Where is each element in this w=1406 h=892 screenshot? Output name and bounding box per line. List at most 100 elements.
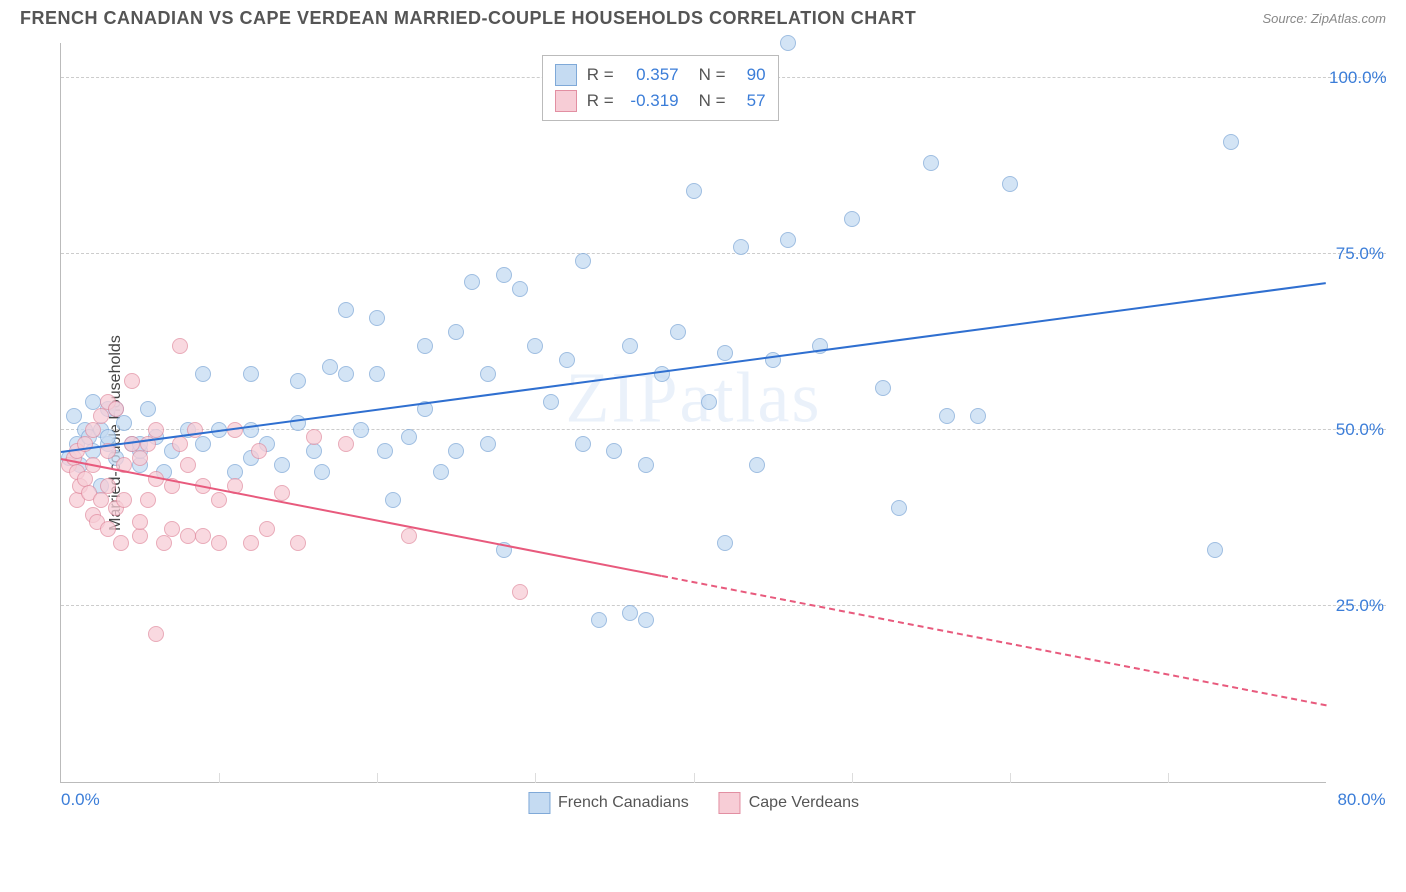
stat-n-value: 90	[736, 65, 766, 85]
watermark: ZIPatlas	[566, 356, 822, 439]
y-tick-label: 50.0%	[1329, 420, 1384, 440]
data-point	[243, 535, 259, 551]
legend-swatch	[528, 792, 550, 814]
data-point	[591, 612, 607, 628]
data-point	[496, 267, 512, 283]
data-point	[314, 464, 330, 480]
data-point	[132, 514, 148, 530]
data-point	[575, 253, 591, 269]
data-point	[140, 492, 156, 508]
chart-title: FRENCH CANADIAN VS CAPE VERDEAN MARRIED-…	[20, 8, 916, 29]
y-tick-label: 25.0%	[1329, 596, 1384, 616]
data-point	[1002, 176, 1018, 192]
data-point	[113, 535, 129, 551]
legend-item: Cape Verdeans	[719, 792, 859, 814]
plot-area: ZIPatlas 25.0%50.0%75.0%100.0%0.0%80.0%R…	[60, 43, 1326, 783]
data-point	[512, 281, 528, 297]
data-point	[433, 464, 449, 480]
data-point	[670, 324, 686, 340]
stat-n-label: N =	[699, 91, 726, 111]
data-point	[180, 457, 196, 473]
data-point	[844, 211, 860, 227]
x-tick-label: 80.0%	[1337, 790, 1385, 810]
data-point	[148, 422, 164, 438]
data-point	[124, 373, 140, 389]
data-point	[211, 535, 227, 551]
data-point	[338, 302, 354, 318]
stat-n-label: N =	[699, 65, 726, 85]
stats-row: R =0.357N =90	[555, 62, 766, 88]
data-point	[290, 535, 306, 551]
data-point	[638, 612, 654, 628]
data-point	[116, 492, 132, 508]
data-point	[654, 366, 670, 382]
stats-row: R =-0.319N =57	[555, 88, 766, 114]
data-point	[970, 408, 986, 424]
data-point	[527, 338, 543, 354]
data-point	[259, 521, 275, 537]
gridline-h	[61, 253, 1386, 254]
data-point	[401, 528, 417, 544]
data-point	[338, 436, 354, 452]
legend: French CanadiansCape Verdeans	[528, 792, 859, 814]
data-point	[543, 394, 559, 410]
data-point	[417, 338, 433, 354]
data-point	[749, 457, 765, 473]
legend-label: Cape Verdeans	[749, 794, 859, 812]
data-point	[606, 443, 622, 459]
data-point	[369, 310, 385, 326]
data-point	[274, 457, 290, 473]
data-point	[575, 436, 591, 452]
data-point	[638, 457, 654, 473]
data-point	[100, 478, 116, 494]
stat-r-value: -0.319	[624, 91, 679, 111]
x-tick-label: 0.0%	[61, 790, 100, 810]
gridline-h	[61, 429, 1386, 430]
stats-box: R =0.357N =90R =-0.319N =57	[542, 55, 779, 121]
data-point	[701, 394, 717, 410]
data-point	[172, 436, 188, 452]
data-point	[448, 324, 464, 340]
data-point	[780, 35, 796, 51]
data-point	[480, 436, 496, 452]
data-point	[290, 373, 306, 389]
stat-r-label: R =	[587, 91, 614, 111]
data-point	[195, 528, 211, 544]
data-point	[156, 535, 172, 551]
data-point	[108, 401, 124, 417]
trend-line-extrapolated	[662, 575, 1327, 706]
data-point	[891, 500, 907, 516]
data-point	[717, 535, 733, 551]
data-point	[93, 492, 109, 508]
data-point	[622, 605, 638, 621]
chart-source: Source: ZipAtlas.com	[1262, 11, 1386, 26]
y-tick-label: 75.0%	[1329, 244, 1384, 264]
data-point	[448, 443, 464, 459]
data-point	[140, 401, 156, 417]
data-point	[93, 408, 109, 424]
data-point	[780, 232, 796, 248]
data-point	[559, 352, 575, 368]
data-point	[164, 521, 180, 537]
data-point	[66, 408, 82, 424]
x-tick	[1168, 773, 1169, 783]
series-swatch	[555, 64, 577, 86]
data-point	[1223, 134, 1239, 150]
data-point	[148, 626, 164, 642]
data-point	[85, 422, 101, 438]
data-point	[717, 345, 733, 361]
data-point	[306, 429, 322, 445]
series-swatch	[555, 90, 577, 112]
data-point	[939, 408, 955, 424]
data-point	[733, 239, 749, 255]
data-point	[100, 521, 116, 537]
data-point	[875, 380, 891, 396]
legend-swatch	[719, 792, 741, 814]
data-point	[132, 450, 148, 466]
chart-container: Married-couple Households ZIPatlas 25.0%…	[60, 33, 1386, 833]
y-tick-label: 100.0%	[1329, 68, 1384, 88]
trend-line	[61, 458, 662, 577]
data-point	[195, 366, 211, 382]
x-tick	[535, 773, 536, 783]
data-point	[243, 366, 259, 382]
